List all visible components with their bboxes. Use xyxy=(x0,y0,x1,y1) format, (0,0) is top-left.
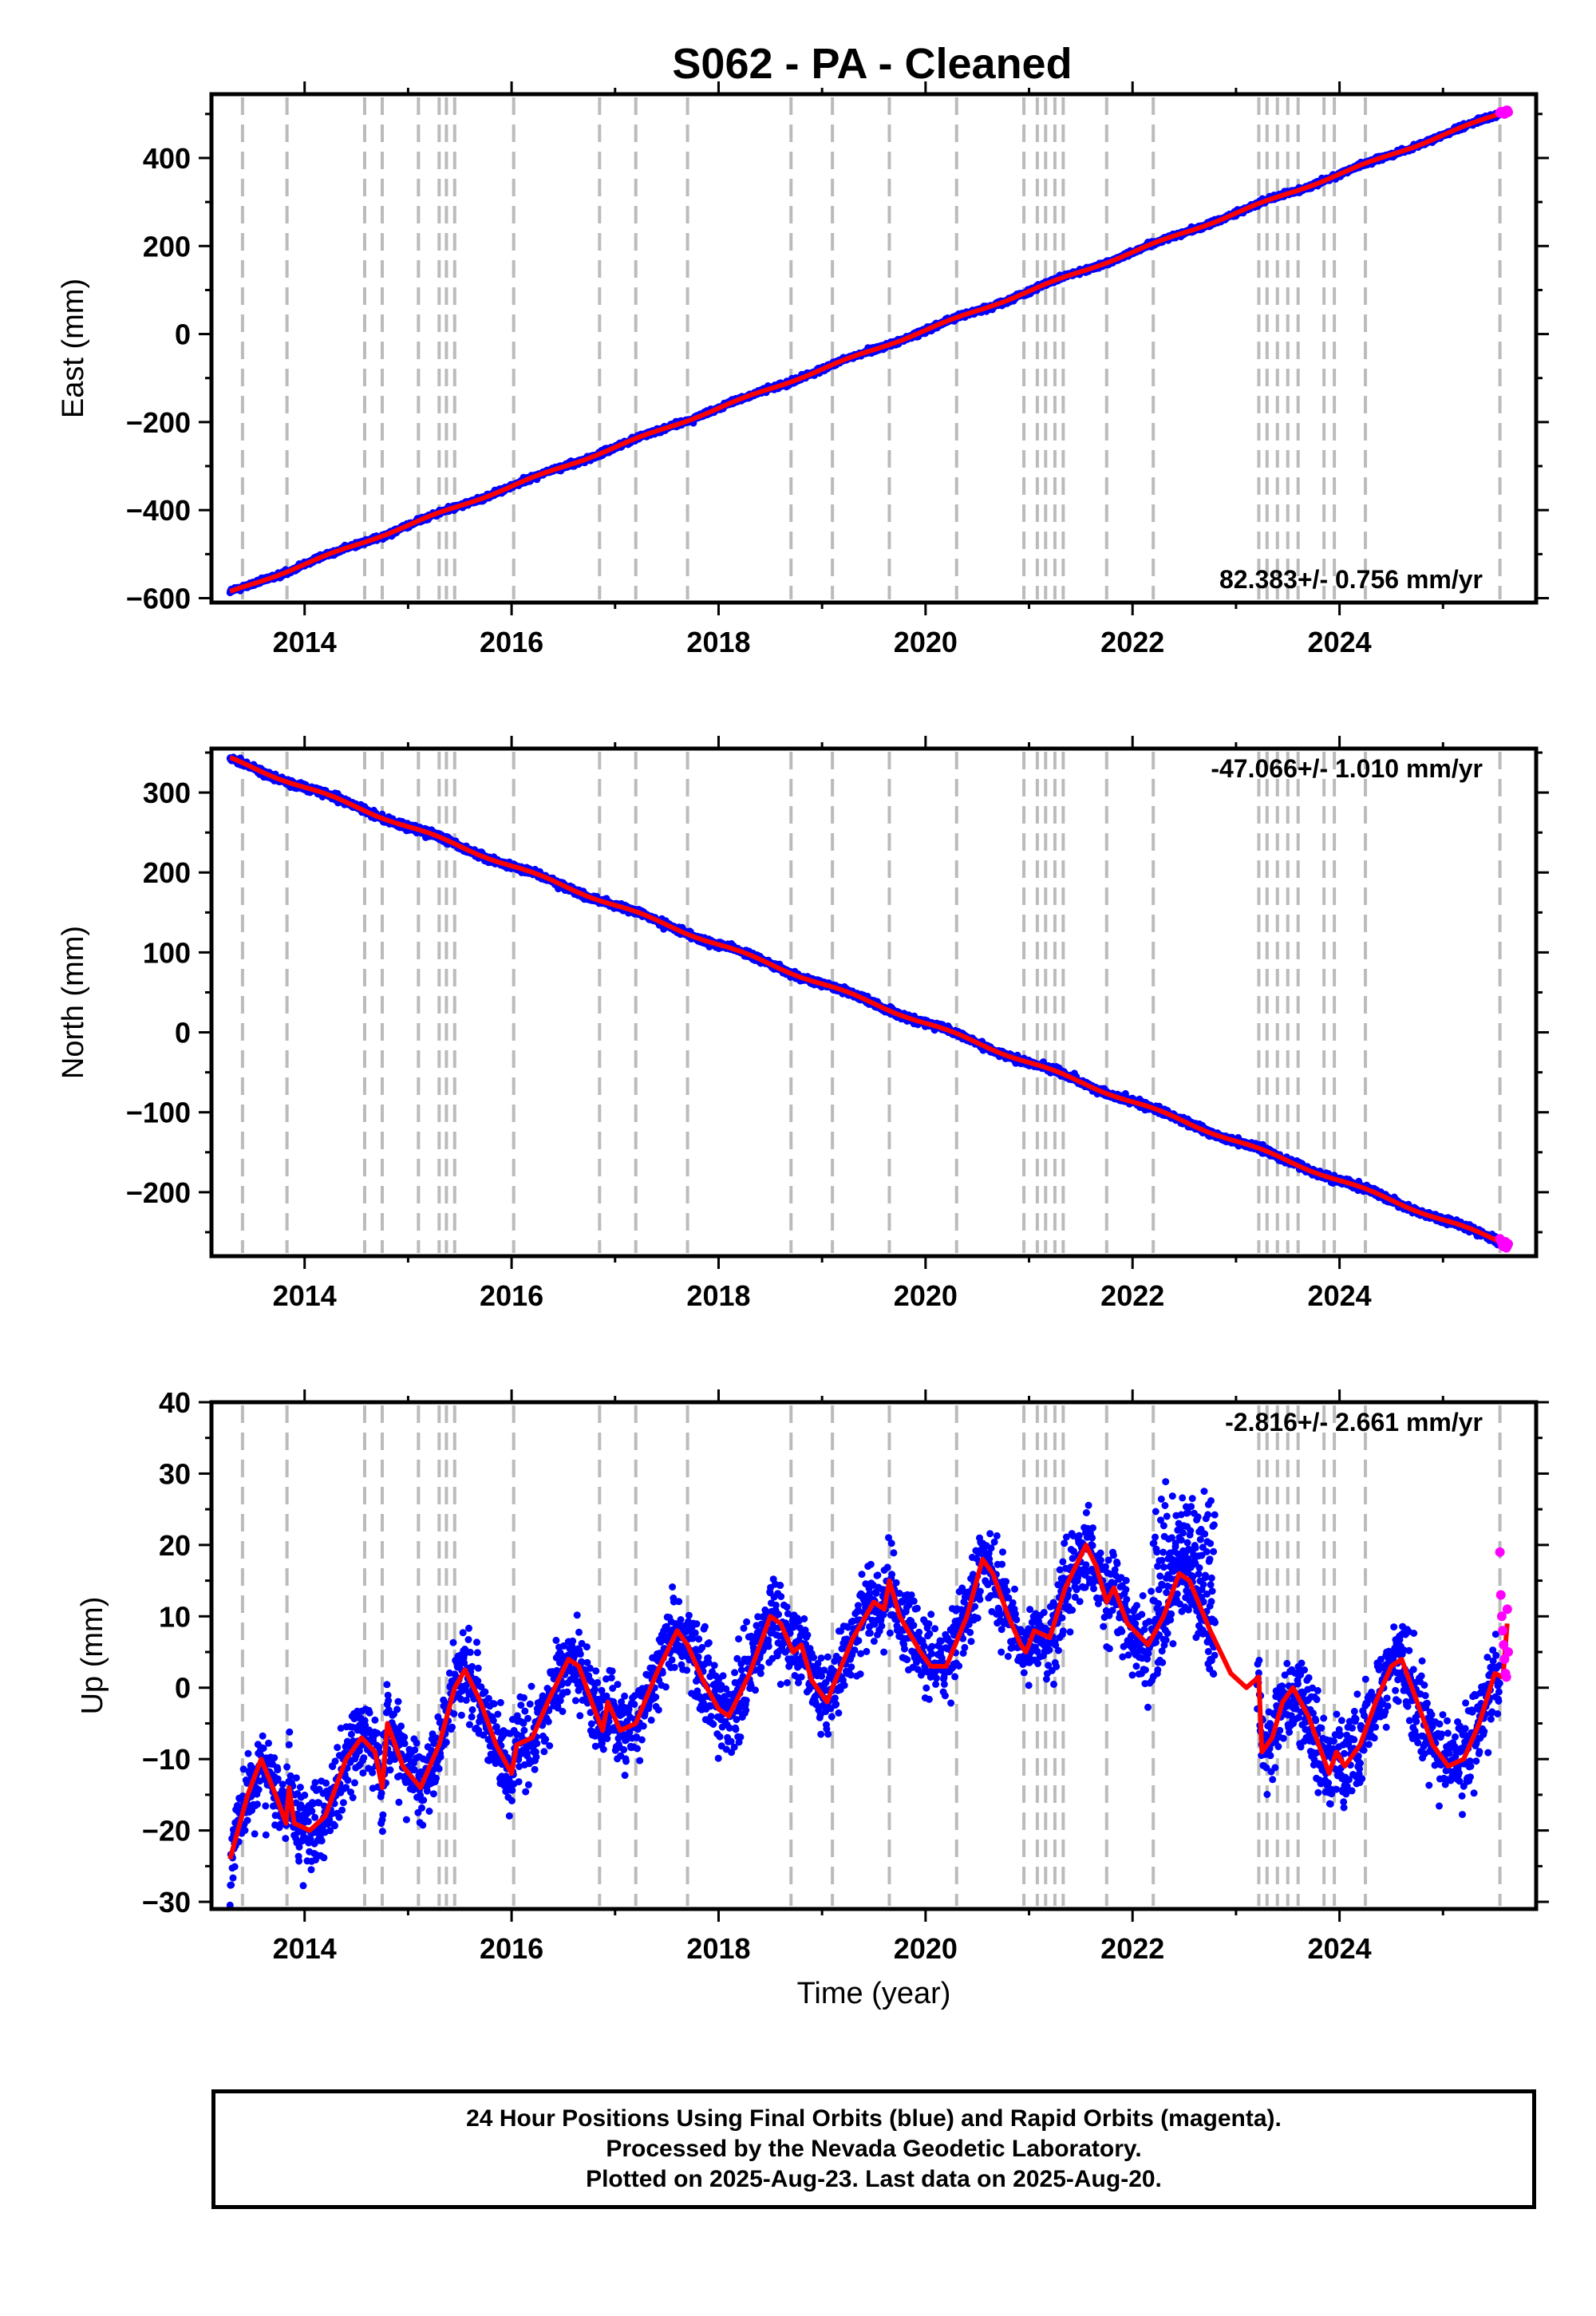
rapid-orbit-point xyxy=(1503,1239,1513,1249)
x-tick-label: 2018 xyxy=(686,1279,750,1312)
x-tick-label: 2024 xyxy=(1308,626,1372,658)
rapid-orbit-points xyxy=(1495,105,1513,119)
panel-east: 2014 2016 2018 2020 2022 2024 400 200 0 −200 −400 −… xyxy=(57,81,1549,658)
model-fit-line xyxy=(227,1542,1510,1860)
y-tick-label: −600 xyxy=(126,582,191,615)
caption-line-1: 24 Hour Positions Using Final Orbits (bl… xyxy=(466,2105,1282,2132)
x-tick-label: 2022 xyxy=(1100,1932,1164,1965)
rapid-orbit-point xyxy=(1499,1640,1509,1650)
y-axis: 300 200 100 0 −100 −200 xyxy=(126,751,1549,1234)
rapid-orbit-point xyxy=(1495,1547,1505,1557)
rapid-orbit-points xyxy=(1495,1547,1513,1682)
x-tick-label: 2024 xyxy=(1308,1279,1372,1312)
x-tick-label: 2022 xyxy=(1100,1279,1164,1312)
panel-north: 2014 2016 2018 2020 2022 2024 300 200 100 0 −100 −2… xyxy=(57,736,1549,1312)
x-tick-label: 2020 xyxy=(894,626,958,658)
x-tick-label: 2014 xyxy=(273,1932,337,1965)
y-tick-label: 0 xyxy=(175,1672,191,1705)
y-tick-label: 20 xyxy=(159,1529,191,1562)
rate-label: -47.066+/- 1.010 mm/yr xyxy=(1211,754,1483,783)
y-tick-label: 300 xyxy=(143,777,191,809)
y-axis-label: Up (mm) xyxy=(76,1597,109,1715)
rapid-orbit-point xyxy=(1496,1611,1507,1622)
figure-title: S062 - PA - Cleaned xyxy=(672,40,1072,88)
x-tick-label: 2016 xyxy=(480,626,543,658)
rate-label: 82.383+/- 0.756 mm/yr xyxy=(1219,565,1483,594)
x-tick-label: 2020 xyxy=(894,1932,958,1965)
x-tick-label: 2024 xyxy=(1308,1932,1372,1965)
rapid-orbit-point xyxy=(1499,1654,1510,1664)
y-tick-label: 40 xyxy=(159,1386,191,1419)
y-tick-label: −20 xyxy=(142,1815,191,1848)
y-tick-label: 400 xyxy=(143,142,191,175)
x-tick-label: 2016 xyxy=(480,1932,543,1965)
plot-frame xyxy=(209,92,1539,605)
event-lines xyxy=(240,1405,1502,1906)
y-tick-label: 200 xyxy=(143,856,191,889)
rapid-orbit-point xyxy=(1501,1672,1511,1682)
event-lines xyxy=(240,752,1502,1253)
y-axis-label: North (mm) xyxy=(57,926,90,1079)
rapid-orbit-point xyxy=(1498,1626,1508,1636)
x-tick-label: 2014 xyxy=(273,626,337,658)
y-tick-label: −10 xyxy=(142,1743,191,1776)
caption-line-3: Plotted on 2025-Aug-23. Last data on 202… xyxy=(586,2166,1162,2192)
y-tick-label: 0 xyxy=(175,318,191,351)
model-fit-line xyxy=(229,109,1508,594)
x-tick-label: 2022 xyxy=(1100,626,1164,658)
x-tick-label: 2014 xyxy=(273,1279,337,1312)
x-tick-label: 2018 xyxy=(686,1932,750,1965)
y-axis: 40 30 20 10 0 −10 −20 −30 xyxy=(142,1386,1549,1919)
x-axis: 2014 2016 2018 2020 2022 2024 xyxy=(273,1389,1444,1965)
x-tick-label: 2016 xyxy=(480,1279,543,1312)
y-tick-label: −100 xyxy=(126,1097,191,1129)
model-fit-line xyxy=(229,755,1508,1248)
y-tick-label: 100 xyxy=(143,936,191,969)
y-tick-label: 0 xyxy=(175,1017,191,1049)
y-tick-label: 10 xyxy=(159,1600,191,1633)
plot-frame xyxy=(209,1400,1539,1911)
rate-label: -2.816+/- 2.661 mm/yr xyxy=(1225,1408,1483,1437)
x-axis: 2014 2016 2018 2020 2022 2024 xyxy=(273,81,1444,658)
y-tick-label: 30 xyxy=(159,1457,191,1490)
rapid-orbit-point xyxy=(1502,1604,1512,1614)
plot-frame xyxy=(209,746,1539,1259)
final-orbit-markers xyxy=(226,1478,1503,1909)
y-tick-label: −200 xyxy=(126,1176,191,1209)
y-tick-label: −200 xyxy=(126,406,191,439)
y-tick-label: 200 xyxy=(143,230,191,263)
y-tick-label: −400 xyxy=(126,494,191,527)
caption-line-2: Processed by the Nevada Geodetic Laborat… xyxy=(606,2136,1142,2162)
rapid-orbit-point xyxy=(1495,1590,1506,1600)
x-axis-label: Time (year) xyxy=(797,1977,951,2010)
x-axis: 2014 2016 2018 2020 2022 2024 xyxy=(273,736,1444,1312)
event-lines xyxy=(240,97,1502,599)
y-axis-label: East (mm) xyxy=(57,279,90,418)
rapid-orbit-point xyxy=(1503,107,1513,117)
x-tick-label: 2018 xyxy=(686,626,750,658)
x-tick-label: 2020 xyxy=(894,1279,958,1312)
rapid-orbit-point xyxy=(1503,1647,1513,1658)
final-orbit-points xyxy=(226,1478,1503,1909)
rapid-orbit-points xyxy=(1495,1234,1513,1253)
y-axis: 400 200 0 −200 −400 −600 xyxy=(126,113,1549,615)
panel-up: 2014 2016 2018 2020 2022 2024 40 30 20 10 0 −10 −20 −… xyxy=(76,1386,1549,2010)
caption-box: 24 Hour Positions Using Final Orbits (bl… xyxy=(211,2089,1536,2209)
y-tick-label: −30 xyxy=(142,1886,191,1919)
